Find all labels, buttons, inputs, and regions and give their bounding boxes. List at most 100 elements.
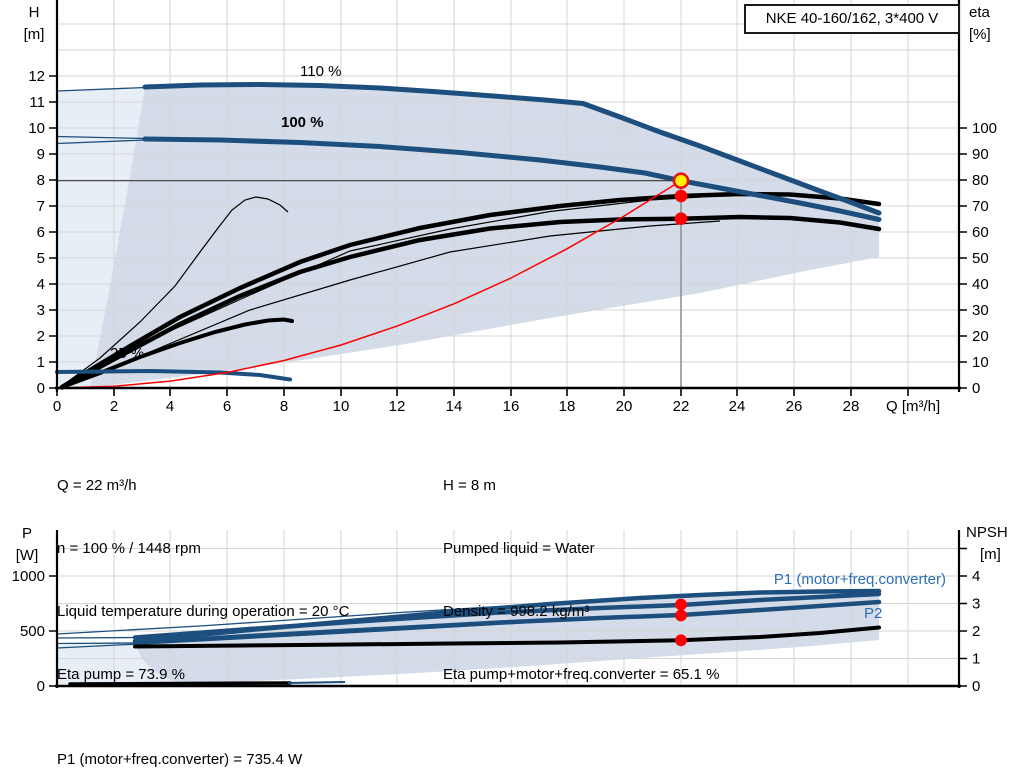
h-tick-label: 9 [37, 146, 45, 163]
eta-tick-label: 90 [972, 146, 989, 163]
p-tick-label: 1000 [12, 568, 45, 585]
h-tick-label: 7 [37, 198, 45, 215]
duty-info-right: H = 8 m Pumped liquid = Water Density = … [443, 433, 719, 727]
npsh-axis-title: NPSH [966, 524, 1008, 541]
p2-lead-in [56, 642, 136, 645]
qh-100-tolerance [56, 135, 146, 145]
h-tick-label: 1 [37, 354, 45, 371]
q-tick-label: 2 [110, 398, 118, 415]
power-npsh-chart: P [W] NPSH [m] 1000 500 0 4 3 2 1 0 P1 (… [12, 524, 1008, 695]
qh-100-curve [142, 136, 882, 222]
p1-lead-in [56, 636, 136, 639]
p2-curve [132, 599, 882, 646]
h-tick-label: 2 [37, 328, 45, 345]
qh-chart: H [m] eta [%] 12 11 10 9 8 7 6 5 4 3 2 1… [24, 0, 997, 415]
h-tick-label: 10 [28, 120, 45, 137]
npsh-curve [133, 625, 881, 649]
npsh-axis-unit: [m] [980, 546, 1001, 563]
eta-total-marker [674, 212, 688, 225]
q-tick-label: 0 [53, 398, 61, 415]
h-tick-label: 0 [37, 380, 45, 397]
p-25-curve-blue-tail [287, 681, 346, 684]
result-line-p1: P1 (motor+freq.converter) = 735.4 W [57, 751, 303, 768]
eta-axis-title: eta [969, 4, 991, 21]
info-line-temperature: Liquid temperature during operation = 20… [57, 603, 350, 620]
npsh-marker [675, 634, 687, 647]
q-tick-label: 14 [446, 398, 463, 415]
speed-110-label: 110 % [300, 63, 341, 80]
q-tick-label: 10 [333, 398, 350, 415]
p1-curve [132, 591, 882, 640]
speed-100-label: 100 % [281, 114, 324, 131]
qh-x-ticks [56, 388, 909, 396]
info-line-q: Q = 22 m³/h [57, 477, 137, 494]
power-envelope-light [57, 641, 183, 684]
eta-tick-label: 100 [972, 120, 997, 137]
speed-25-label: 25 % [110, 345, 144, 362]
qh-25-curve [55, 368, 292, 382]
q-tick-label: 24 [729, 398, 746, 415]
eta-pump-marker [674, 189, 688, 203]
qh-110-curve [142, 81, 882, 216]
q-tick-label: 8 [280, 398, 288, 415]
qh-110-tolerance [56, 86, 146, 92]
eta-tick-label: 10 [972, 354, 989, 371]
power-result-block: P1 (motor+freq.converter) = 735.4 W P2 =… [57, 707, 302, 781]
npsh-tick-label: 3 [972, 596, 980, 613]
p-25-curve [68, 681, 292, 686]
power-grid-horizontal [57, 548, 959, 659]
info-line-eta-pump: Eta pump = 73.9 % [57, 666, 185, 683]
info-line-density: Density = 998.2 kg/m³ [443, 603, 590, 620]
h-tick-label: 11 [29, 94, 45, 111]
p-axis-title: P [22, 525, 32, 542]
p-tick-label: 0 [37, 678, 45, 695]
qh-envelope-light [57, 88, 145, 388]
pump-type-box: NKE 40-160/162, 3*400 V [744, 4, 960, 34]
system-curve [56, 180, 682, 389]
p2-curve-label: P2 [864, 605, 882, 622]
eta-total-curve [59, 214, 882, 390]
p-axis-unit: [W] [16, 547, 39, 564]
eta-25-short-curve [60, 317, 294, 389]
h-axis-unit: [m] [24, 26, 45, 43]
q-tick-label: 6 [223, 398, 231, 415]
power-left-ticks [49, 575, 57, 687]
eta-tick-label: 0 [972, 380, 980, 397]
npsh-tick-label: 1 [972, 651, 980, 668]
h-tick-label: 5 [37, 250, 45, 267]
q-tick-label: 22 [673, 398, 690, 415]
p1-curve-label: P1 (motor+freq.converter) [774, 571, 946, 588]
eta-tick-label: 30 [972, 302, 989, 319]
q-tick-label: 20 [616, 398, 633, 415]
npsh-tick-label: 4 [972, 568, 980, 585]
npsh-right-ticks [959, 547, 967, 687]
h-axis-title: H [29, 4, 40, 21]
info-line-eta-total: Eta pump+motor+freq.converter = 65.1 % [443, 666, 720, 683]
npsh-tick-label: 0 [972, 678, 980, 695]
info-line-h: H = 8 m [443, 477, 496, 494]
h-tick-label: 8 [37, 172, 45, 189]
q-tick-label: 26 [786, 398, 803, 415]
p2-marker [675, 609, 687, 622]
q-tick-label: 4 [166, 398, 174, 415]
q-tick-label: 16 [503, 398, 520, 415]
h-tick-label: 12 [28, 68, 45, 85]
duty-info-left: Q = 22 m³/h n = 100 % / 1448 rpm Liquid … [57, 433, 349, 727]
eta-tick-label: 60 [972, 224, 989, 241]
info-line-speed: n = 100 % / 1448 rpm [57, 540, 201, 557]
eta-tick-label: 50 [972, 250, 989, 267]
qh-left-ticks [49, 75, 57, 389]
info-line-liquid: Pumped liquid = Water [443, 540, 595, 557]
h-tick-label: 4 [37, 276, 45, 293]
eta-pump-curve [59, 191, 882, 390]
qh-envelope [90, 84, 879, 388]
p1-marker [675, 598, 687, 611]
q-axis-unit: Q [m³/h] [886, 398, 940, 415]
eta-axis-unit: [%] [969, 26, 991, 43]
q-tick-label: 12 [389, 398, 406, 415]
duty-point-marker[interactable] [672, 172, 690, 189]
qh-grid-horizontal [57, 23, 959, 363]
eta-tick-label: 40 [972, 276, 989, 293]
